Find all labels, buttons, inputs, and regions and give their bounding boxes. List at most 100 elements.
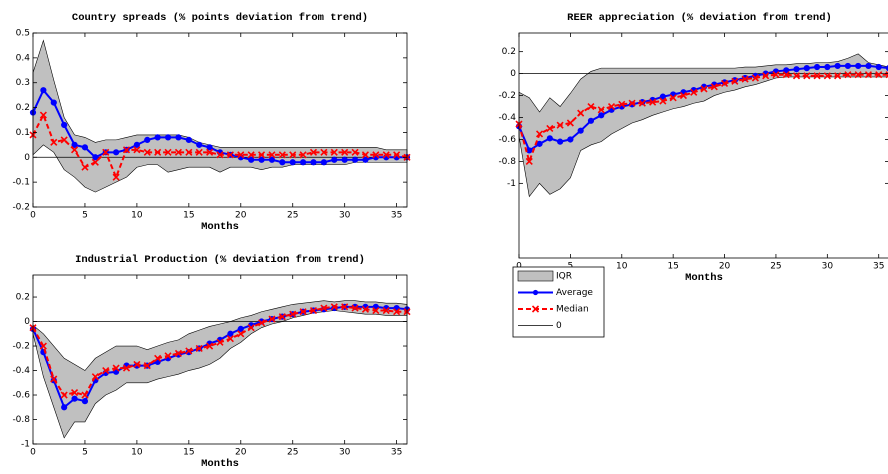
marker	[258, 156, 265, 163]
marker	[257, 151, 266, 159]
marker	[81, 398, 89, 405]
y-tick-label: -0.6	[498, 135, 516, 145]
marker	[792, 72, 801, 80]
marker	[341, 148, 349, 156]
x-tick-label: 10	[616, 262, 628, 272]
marker	[393, 308, 401, 316]
x-axis-label: Months	[685, 272, 723, 284]
marker	[299, 308, 307, 316]
marker	[206, 148, 214, 156]
marker	[195, 344, 203, 353]
marker	[783, 67, 790, 74]
marker	[341, 303, 349, 311]
x-tick-label: 30	[339, 448, 351, 458]
marker	[154, 354, 162, 362]
marker	[60, 391, 68, 399]
marker	[164, 148, 172, 156]
marker	[577, 127, 584, 134]
y-tick-label: 0.2	[16, 293, 30, 303]
legend-label: Median	[556, 305, 589, 315]
x-tick-label: 25	[287, 448, 298, 458]
x-tick-label: 15	[183, 448, 194, 458]
marker	[700, 85, 708, 93]
marker	[216, 151, 224, 159]
marker	[813, 72, 821, 80]
y-tick-label: 0.4	[16, 53, 31, 63]
y-tick-label: 0.1	[16, 128, 30, 138]
y-tick-label: 0	[24, 153, 30, 163]
marker	[844, 71, 852, 79]
marker	[382, 306, 390, 315]
marker	[865, 62, 872, 70]
x-tick-label: 5	[82, 448, 88, 458]
y-tick-label: -0.2	[498, 91, 516, 101]
marker	[247, 324, 255, 332]
marker	[112, 173, 120, 181]
marker	[361, 305, 370, 313]
marker	[237, 151, 245, 159]
marker	[216, 338, 224, 346]
marker	[803, 72, 811, 80]
legend-label: IQR	[556, 272, 572, 282]
marker	[597, 106, 605, 114]
y-tick-label: -0.4	[498, 113, 516, 123]
marker	[834, 72, 842, 80]
marker	[102, 148, 110, 156]
marker	[679, 91, 688, 100]
marker	[175, 134, 182, 141]
marker	[320, 148, 328, 156]
plot-area	[33, 275, 407, 444]
x-tick-label: 35	[391, 211, 402, 221]
marker	[289, 159, 296, 166]
marker	[772, 71, 780, 79]
x-tick-label: 0	[30, 448, 36, 458]
marker	[278, 313, 286, 321]
x-tick-label: 15	[183, 211, 194, 221]
marker	[741, 75, 749, 83]
marker	[659, 93, 666, 100]
marker	[669, 94, 677, 102]
marker	[330, 148, 338, 156]
x-tick-label: 20	[719, 262, 731, 272]
marker	[351, 304, 359, 312]
marker	[731, 77, 739, 85]
x-tick-label: 20	[235, 448, 247, 458]
marker	[81, 163, 89, 171]
iqr-band	[518, 53, 888, 198]
marker	[91, 158, 99, 166]
marker	[351, 156, 359, 163]
chart-title: Industrial Production (% deviation from …	[75, 254, 365, 266]
marker	[257, 319, 266, 327]
x-tick-label: 10	[131, 448, 143, 458]
marker	[782, 71, 790, 79]
y-tick-label: 0	[24, 317, 30, 327]
marker	[875, 63, 882, 71]
marker	[720, 79, 729, 88]
marker	[71, 395, 78, 402]
marker	[331, 156, 338, 163]
marker	[309, 148, 318, 156]
marker	[226, 335, 234, 343]
marker	[649, 98, 657, 106]
marker	[154, 148, 162, 156]
marker	[154, 134, 161, 141]
marker	[50, 138, 58, 146]
marker	[39, 111, 47, 119]
marker	[393, 151, 401, 159]
marker	[237, 325, 244, 332]
marker	[526, 147, 533, 154]
marker	[824, 63, 831, 71]
marker	[133, 146, 141, 154]
axes-frame	[518, 32, 888, 259]
marker	[556, 121, 564, 129]
marker	[206, 144, 213, 151]
marker	[320, 159, 327, 166]
x-tick-label: 30	[822, 262, 834, 272]
marker	[854, 71, 862, 79]
marker	[174, 349, 183, 357]
marker	[525, 157, 533, 165]
y-tick-label: 0	[510, 69, 516, 79]
marker	[61, 121, 68, 129]
marker	[185, 148, 193, 156]
